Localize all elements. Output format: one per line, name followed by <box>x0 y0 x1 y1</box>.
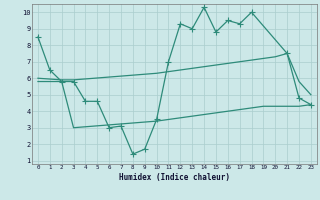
X-axis label: Humidex (Indice chaleur): Humidex (Indice chaleur) <box>119 173 230 182</box>
